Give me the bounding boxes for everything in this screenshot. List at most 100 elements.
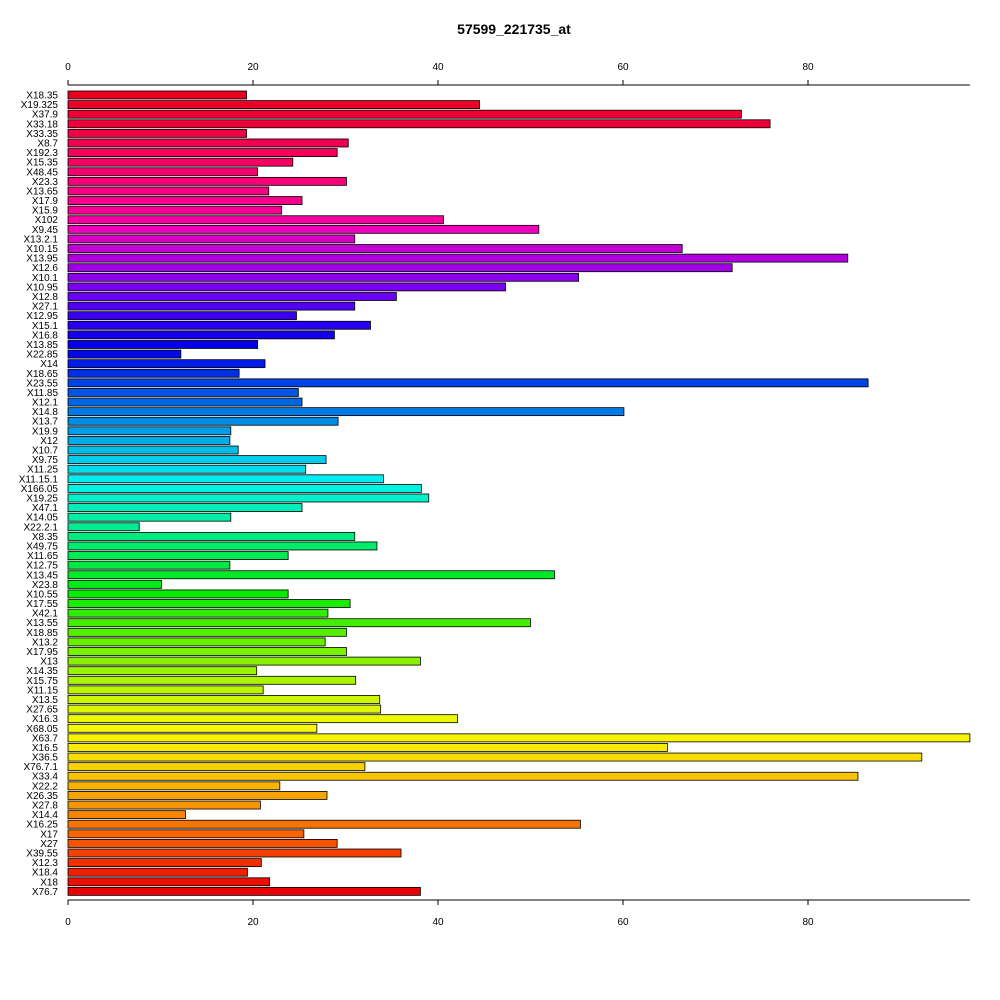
y-tick-label: X14.8 (32, 407, 59, 418)
y-tick-label: X27.8 (32, 801, 59, 812)
bar-X13 (67, 656, 421, 666)
bar-X68.05 (67, 723, 318, 733)
bottom-x-axis-tick-label: 0 (65, 917, 71, 928)
y-tick-label: X12.6 (32, 263, 59, 274)
bar-X23.3 (67, 176, 347, 186)
y-tick-label: X8.7 (37, 138, 58, 149)
y-tick-label: X8.35 (32, 532, 59, 543)
bar-X16.3 (67, 714, 458, 724)
bar-X23.55 (67, 378, 869, 388)
y-tick-label: X18.4 (32, 868, 59, 879)
bar-X14 (67, 359, 266, 369)
bar-X11.85 (67, 388, 299, 397)
bar-X16.25 (67, 819, 581, 829)
bar-X10.7 (67, 445, 239, 455)
bar-X11.15 (67, 685, 264, 695)
y-tick-label: X12.1 (32, 398, 59, 409)
y-tick-label: X19.9 (32, 426, 59, 437)
y-tick-label: X13 (40, 657, 58, 668)
bar-X16.8 (67, 330, 335, 340)
bar-X23.8 (67, 579, 162, 589)
bottom-x-axis-tick-label: 60 (617, 917, 629, 928)
bar-X22.2.1 (67, 522, 140, 532)
bar-X18.65 (67, 368, 240, 378)
y-tick-label: X15.75 (26, 676, 58, 687)
y-tick-label: X18.35 (26, 91, 58, 102)
top-x-axis-tick-label: 80 (802, 62, 814, 73)
bar-X14.4 (67, 810, 186, 820)
y-tick-label: X12.3 (32, 858, 59, 869)
bar-X15.9 (67, 205, 283, 215)
bar-X18 (67, 877, 271, 887)
y-tick-label: X19.325 (21, 100, 59, 111)
bar-X27 (67, 839, 338, 848)
bottom-x-axis-tick-label: 20 (247, 917, 259, 928)
y-tick-label: X17 (40, 829, 58, 840)
y-tick-label: X16.5 (32, 743, 59, 754)
y-tick-label: X68.05 (26, 724, 58, 735)
bar-X33.4 (67, 771, 859, 781)
bar-X19.9 (67, 426, 232, 436)
bottom-x-axis-tick-label: 80 (802, 917, 814, 928)
y-tick-label: X27 (40, 839, 58, 850)
bar-X12.95 (67, 311, 297, 321)
bar-X8.7 (67, 138, 349, 148)
bar-X18.85 (67, 627, 347, 637)
bar-X42.1 (67, 608, 329, 618)
y-tick-label: X33.35 (26, 129, 58, 140)
y-tick-label: X192.3 (26, 148, 58, 159)
bar-X192.3 (67, 148, 338, 157)
y-axis-labels: X18.35X19.325X37.9X33.18X33.35X8.7X192.3… (19, 91, 59, 898)
y-tick-label: X12.8 (32, 292, 59, 303)
bar-X12.75 (67, 560, 231, 570)
bar-X10.1 (67, 272, 580, 282)
bar-X13.85 (67, 340, 259, 349)
y-tick-label: X9.75 (32, 455, 59, 466)
top-x-axis-tick-label: 20 (247, 62, 259, 73)
bar-X14.35 (67, 666, 258, 676)
y-tick-label: X33.18 (26, 119, 58, 130)
bar-X15.35 (67, 157, 294, 167)
bar-X13.2.1 (67, 234, 356, 244)
bar-X27.1 (67, 301, 356, 311)
bar-X10.95 (67, 282, 506, 292)
y-tick-label: X102 (35, 215, 59, 226)
y-tick-label: X63.7 (32, 733, 59, 744)
y-tick-label: X22.2.1 (24, 522, 59, 533)
bar-X11.15.1 (67, 474, 384, 484)
bar-X17.55 (67, 599, 351, 608)
y-tick-label: X15.35 (26, 158, 58, 169)
bar-X22.85 (67, 349, 182, 359)
bar-group (67, 90, 971, 896)
y-tick-label: X23.3 (32, 177, 59, 188)
bar-X17.95 (67, 647, 347, 656)
bar-X22.2 (67, 781, 281, 791)
y-tick-label: X11.25 (27, 465, 58, 476)
y-tick-label: X13.45 (26, 570, 58, 581)
bar-X8.35 (67, 531, 356, 541)
y-tick-label: X14.4 (32, 810, 59, 821)
bar-X33.18 (67, 119, 771, 129)
y-tick-label: X14 (40, 359, 58, 370)
bar-X13.45 (67, 570, 555, 580)
y-tick-label: X13.55 (26, 618, 58, 629)
y-tick-label: X23.55 (26, 378, 58, 389)
y-tick-label: X16.25 (26, 820, 58, 831)
bar-X18.4 (67, 867, 248, 877)
y-tick-label: X166.05 (21, 484, 59, 495)
y-tick-label: X49.75 (26, 541, 58, 552)
y-tick-label: X33.4 (32, 772, 59, 783)
y-tick-label: X19.25 (26, 493, 58, 504)
bar-X15.1 (67, 320, 371, 330)
bar-X14.8 (67, 407, 625, 417)
bar-X27.8 (67, 800, 261, 810)
y-tick-label: X18.85 (26, 628, 58, 639)
bar-X11.65 (67, 551, 289, 560)
y-tick-label: X12.75 (26, 561, 58, 572)
bar-X39.55 (67, 848, 402, 858)
top-x-axis-tick-label: 60 (617, 62, 629, 73)
y-tick-label: X15.1 (32, 321, 59, 332)
bar-X9.75 (67, 455, 327, 465)
bar-X10.55 (67, 589, 289, 599)
